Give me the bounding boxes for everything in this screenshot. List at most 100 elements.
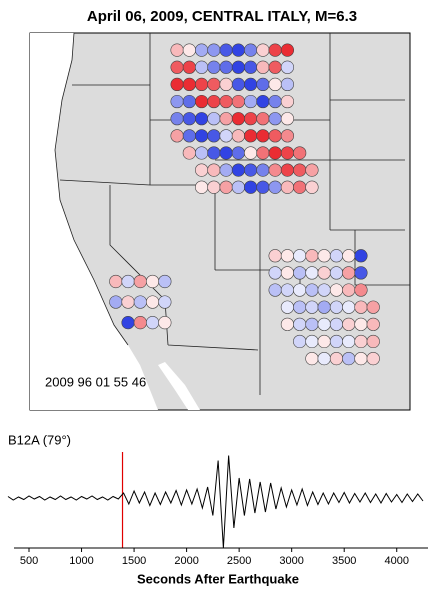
station xyxy=(256,43,270,57)
station xyxy=(244,146,258,160)
station xyxy=(207,112,221,126)
station xyxy=(195,163,209,177)
station xyxy=(219,129,233,143)
station xyxy=(354,249,368,263)
station xyxy=(231,180,245,194)
station xyxy=(182,60,196,74)
station xyxy=(195,146,209,160)
x-tick-label: 4000 xyxy=(384,555,408,567)
station xyxy=(195,112,209,126)
station xyxy=(145,295,160,309)
station xyxy=(170,43,184,57)
station xyxy=(280,300,295,314)
waveform xyxy=(7,455,424,549)
station xyxy=(354,266,368,280)
station xyxy=(256,60,270,74)
station xyxy=(195,77,209,92)
station xyxy=(158,316,172,330)
station xyxy=(342,334,356,349)
station xyxy=(256,180,270,194)
station xyxy=(293,146,307,160)
station xyxy=(293,249,307,263)
station xyxy=(329,283,344,297)
station xyxy=(293,334,307,349)
station xyxy=(293,180,307,194)
station xyxy=(280,249,295,263)
station xyxy=(293,300,307,314)
station xyxy=(231,129,245,143)
station xyxy=(256,146,270,160)
station xyxy=(219,94,233,109)
station xyxy=(182,94,196,109)
station xyxy=(342,283,356,297)
station xyxy=(182,77,196,92)
station xyxy=(305,283,319,297)
station xyxy=(305,163,319,177)
station xyxy=(207,77,221,92)
station xyxy=(268,94,282,109)
station xyxy=(244,77,258,92)
station xyxy=(354,351,368,366)
station xyxy=(219,60,233,74)
station xyxy=(305,180,319,194)
seismogram: 500 1000 1500 2000 2500 3000 3500 4000 xyxy=(7,452,428,567)
station xyxy=(317,266,331,280)
x-tick-label: 2000 xyxy=(174,555,198,567)
station xyxy=(305,351,319,366)
station xyxy=(195,60,209,74)
station xyxy=(219,146,233,160)
station xyxy=(366,351,380,366)
station xyxy=(256,129,270,143)
station xyxy=(268,146,282,160)
station xyxy=(342,351,356,366)
station xyxy=(207,163,221,177)
x-tick-label: 1500 xyxy=(122,555,146,567)
station xyxy=(244,60,258,74)
station xyxy=(244,129,258,143)
station xyxy=(293,163,307,177)
station xyxy=(219,43,233,57)
station xyxy=(182,129,196,143)
station xyxy=(231,60,245,74)
station xyxy=(366,300,380,314)
station xyxy=(354,317,368,331)
station xyxy=(170,77,184,92)
station xyxy=(280,60,295,74)
station xyxy=(280,112,295,126)
title: April 06, 2009, CENTRAL ITALY, M=6.3 xyxy=(87,8,357,25)
station xyxy=(207,129,221,143)
station xyxy=(366,317,380,331)
station xyxy=(158,295,172,309)
station xyxy=(305,266,319,280)
station xyxy=(256,112,270,126)
station xyxy=(342,300,356,314)
station xyxy=(317,351,331,366)
x-tick-label: 3000 xyxy=(279,555,303,567)
station xyxy=(182,43,196,57)
station xyxy=(244,112,258,126)
station xyxy=(342,317,356,331)
station xyxy=(256,77,270,92)
station xyxy=(219,77,233,92)
station xyxy=(133,316,147,330)
station xyxy=(280,266,295,280)
x-axis-label: Seconds After Earthquake xyxy=(137,571,299,586)
station xyxy=(195,180,209,194)
station xyxy=(293,317,307,331)
station xyxy=(329,249,344,263)
station xyxy=(268,60,282,74)
station xyxy=(244,180,258,194)
station xyxy=(317,300,331,314)
station xyxy=(293,283,307,297)
station xyxy=(195,43,209,57)
station xyxy=(219,163,233,177)
station xyxy=(170,94,184,109)
stations xyxy=(109,43,380,366)
station-label: B12A (79°) xyxy=(8,432,71,447)
station xyxy=(109,295,123,309)
station xyxy=(317,317,331,331)
station xyxy=(231,146,245,160)
station xyxy=(280,146,295,160)
station xyxy=(170,129,184,143)
station xyxy=(317,334,331,349)
